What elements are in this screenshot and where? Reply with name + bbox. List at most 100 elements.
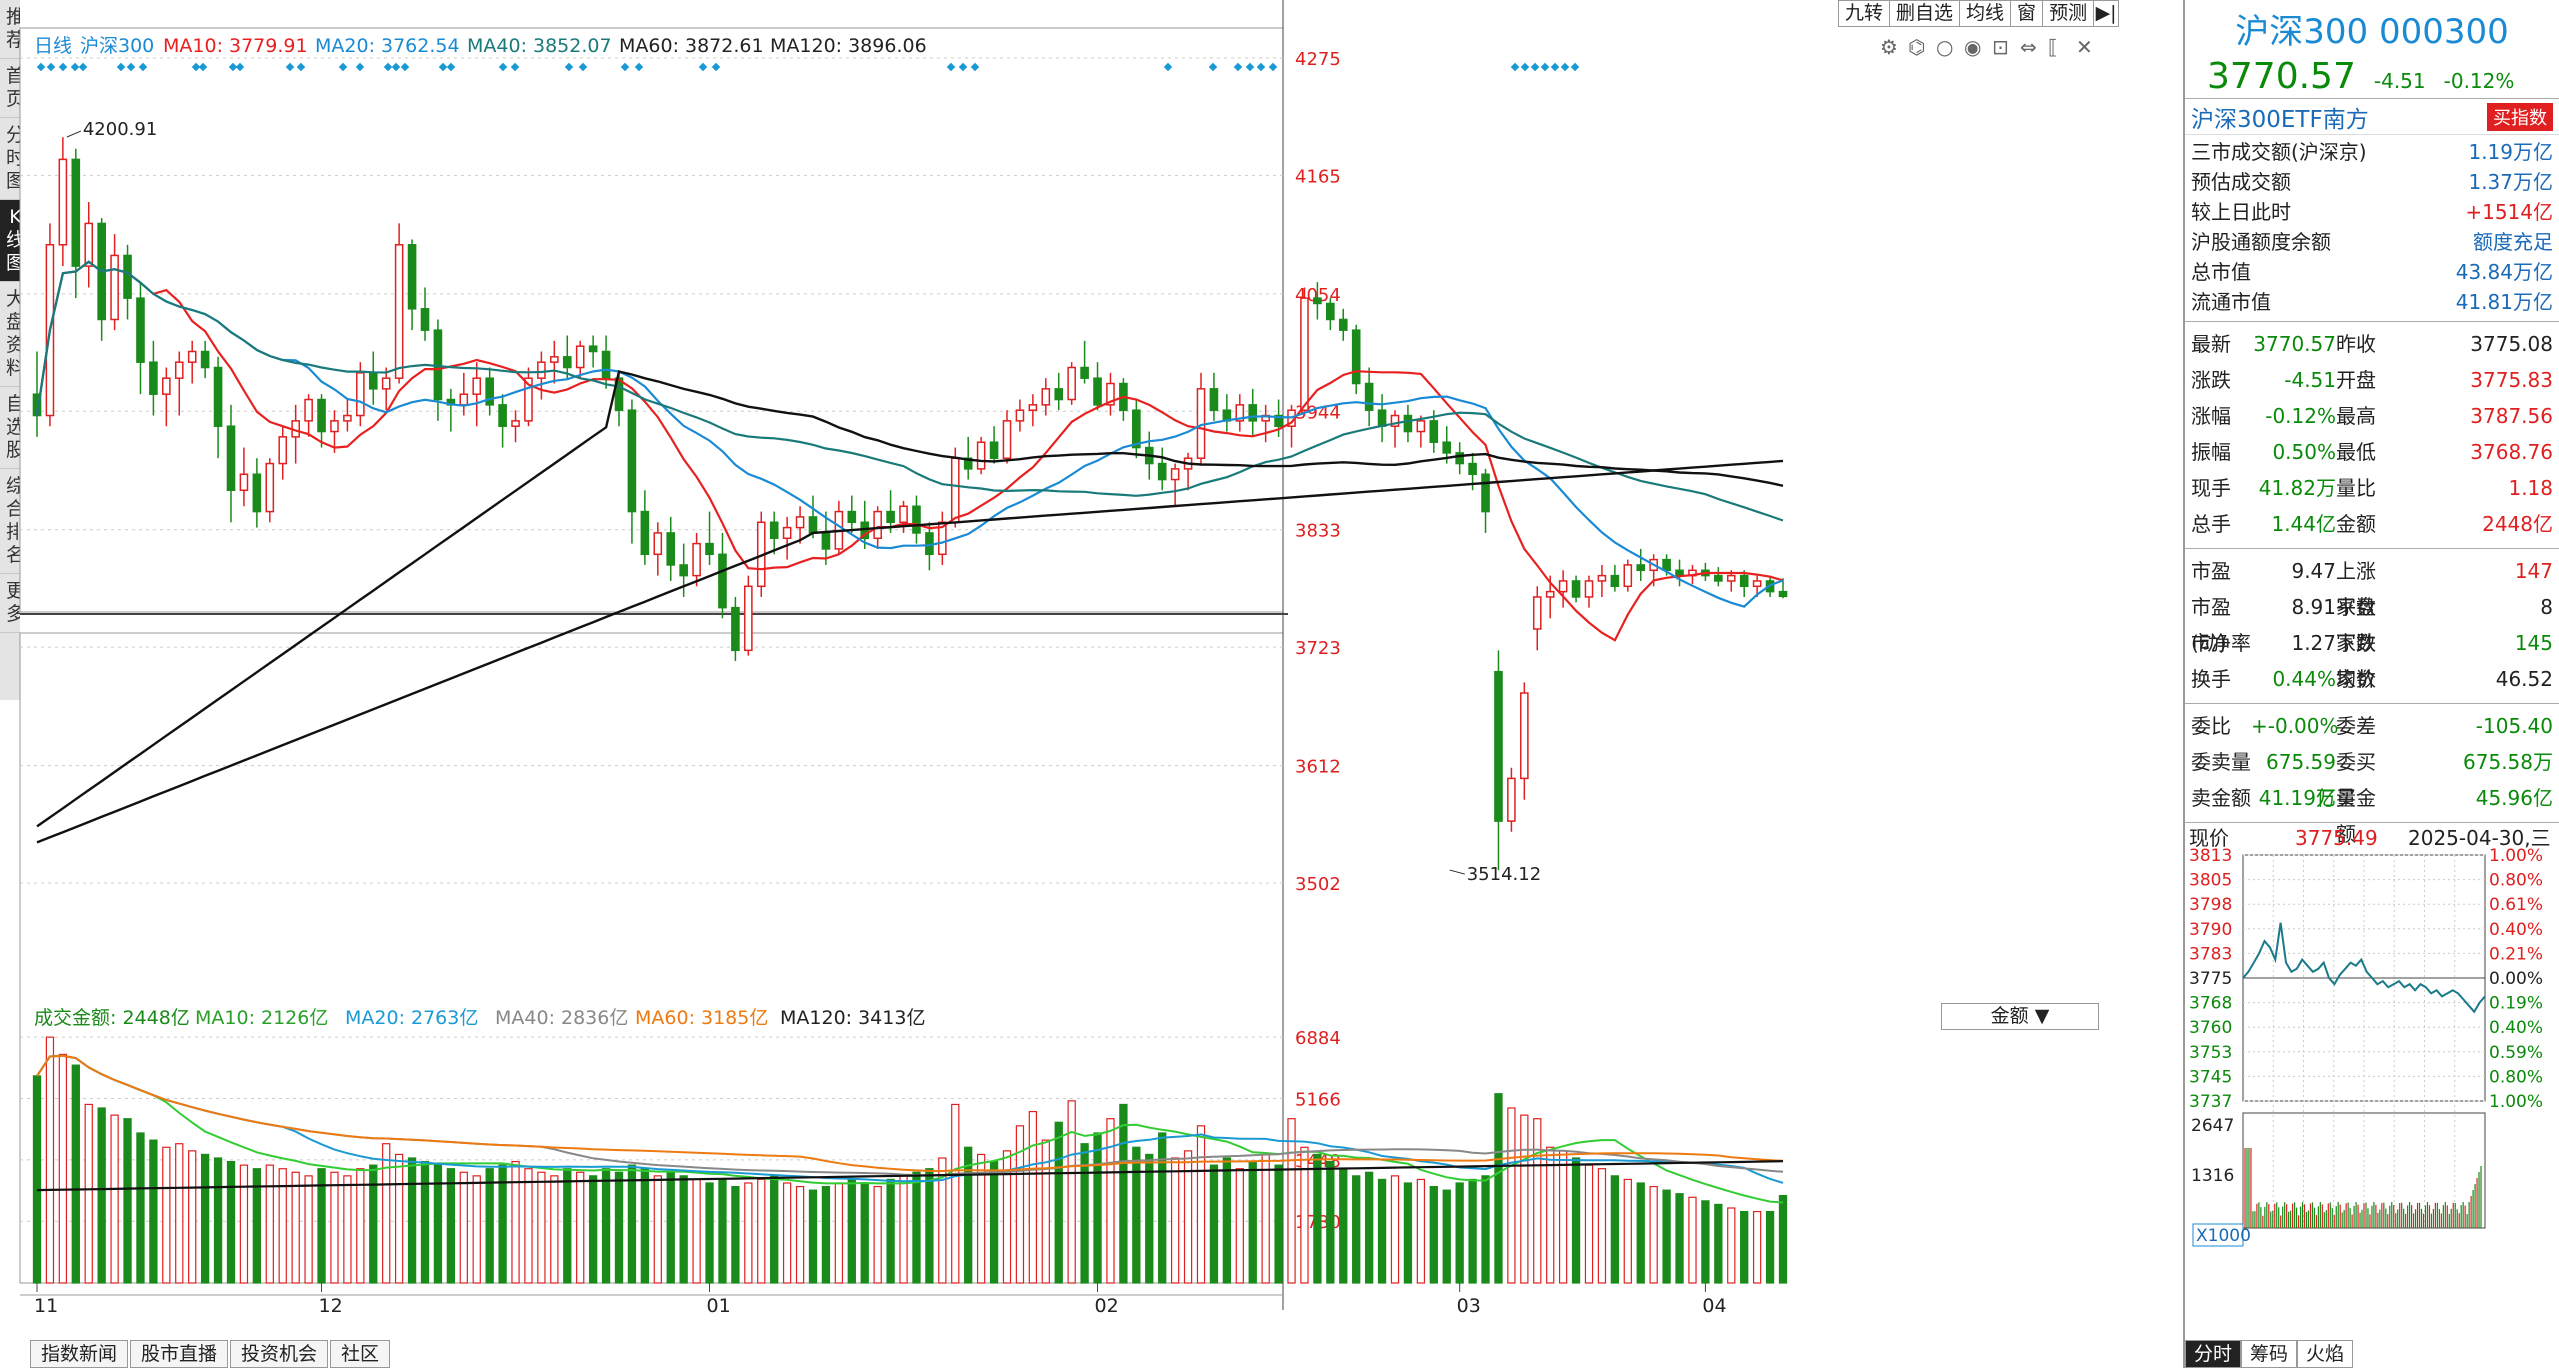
market-row: 流通市值 41.81万亿 (2185, 285, 2559, 315)
volume-bar (1313, 1153, 1322, 1284)
candle (1351, 329, 1361, 385)
chart-tool-icon[interactable]: ⌬ (1908, 35, 1925, 59)
candle (213, 366, 223, 427)
stat-cell: 41.19亿 (2258, 786, 2336, 810)
volume-bar (1145, 1153, 1154, 1284)
volume-bar (1235, 1168, 1244, 1284)
candle (1726, 574, 1736, 582)
mini-tab-1[interactable]: 筹码 (2241, 1340, 2298, 1368)
volume-legend-item: MA10: 2126亿 (195, 1007, 328, 1029)
volume-bar (705, 1182, 714, 1284)
chart-tool-icon[interactable]: ◉ (1964, 35, 1981, 59)
candle (1584, 580, 1594, 598)
volume-bar (1649, 1185, 1658, 1284)
chart-tool-icon[interactable]: ⇔ (2020, 35, 2037, 59)
volume-bar (847, 1178, 856, 1284)
volume-bar (938, 1157, 947, 1284)
volume-bar (653, 1175, 662, 1284)
candle (1468, 462, 1477, 475)
volume-bar (524, 1168, 533, 1284)
candle (84, 222, 94, 267)
market-value: 1.37万亿 (2468, 169, 2553, 194)
volume-bar (1002, 1150, 1012, 1284)
market-key: 沪股通额度余额 (2191, 229, 2331, 254)
volume-bar (640, 1168, 650, 1284)
signal-marker (285, 62, 295, 72)
signal-marker (383, 62, 393, 72)
stat-cell: 0.50% (2272, 440, 2336, 464)
mini-chart-tabs: 分时 筹码 火焰 (2183, 1340, 2354, 1368)
stat-cell: -4.51 (2284, 368, 2336, 392)
volume-bar (84, 1103, 93, 1284)
candle (1106, 382, 1115, 406)
volume-axis-label: 5166 (1295, 1090, 1341, 1111)
candle (1532, 596, 1542, 630)
intraday-mini-chart[interactable]: 现价 3775.49 2025-04-30,三 3813 1.00% 3805 0.80% 3… (2185, 823, 2557, 1343)
stat-cell: 振幅 (2191, 440, 2231, 464)
mini-left-axis: 3798 (2189, 895, 2232, 915)
mini-tab-2[interactable]: 火焰 (2297, 1340, 2354, 1368)
mini-tab-0[interactable]: 分时 (2185, 1340, 2242, 1368)
month-label: 01 (707, 1295, 731, 1317)
tool-2[interactable]: 均线 (1959, 0, 2011, 27)
tool-0[interactable]: 九转 (1838, 0, 1890, 27)
signal-marker (1560, 62, 1570, 72)
bottom-tab-0[interactable]: 指数新闻 (30, 1340, 129, 1368)
mini-multiplier[interactable]: X1000 (2196, 1226, 2251, 1246)
chart-tool-icon[interactable]: ✕ (2076, 35, 2093, 59)
volume-bar (304, 1175, 313, 1284)
volume-bar (239, 1164, 249, 1284)
candle (149, 361, 158, 395)
bottom-tab-3[interactable]: 社区 (330, 1340, 391, 1368)
mini-right-axis: 0.59% (2489, 1043, 2543, 1063)
stat-cell: 3770.57 (2253, 332, 2336, 356)
chart-tool-icon[interactable]: ○ (1936, 35, 1953, 59)
chart-tool-icon[interactable]: ⟦ (2048, 35, 2058, 59)
volume-bar (97, 1107, 106, 1284)
candle (1209, 388, 1219, 411)
volume-bar (45, 1036, 55, 1284)
chart-tool-icon[interactable]: ⊡ (1992, 35, 2009, 59)
tool-3[interactable]: 窗 (2010, 0, 2043, 27)
stat-cell: 675.59万 (2266, 750, 2336, 810)
tool-4[interactable]: 预测 (2042, 0, 2094, 27)
mini-left-axis: 3760 (2189, 1018, 2232, 1038)
candle (368, 372, 378, 390)
volume-bar (1675, 1193, 1684, 1284)
stat-cell: 最高 (2336, 404, 2376, 428)
volume-bar (175, 1143, 184, 1284)
volume-bar (291, 1171, 300, 1284)
bottom-tab-2[interactable]: 投资机会 (230, 1340, 329, 1368)
bottom-tab-1[interactable]: 股市直播 (130, 1340, 229, 1368)
volume-bar (1701, 1200, 1710, 1284)
volume-bar (1752, 1210, 1762, 1284)
legend-item: MA40: 3852.07 (467, 35, 612, 57)
signal-marker (1530, 62, 1540, 72)
candle (808, 516, 818, 534)
volume-bar (782, 1182, 792, 1284)
candle (601, 350, 611, 379)
quote-title: 沪深300 000300 (2235, 11, 2509, 52)
candle (899, 505, 908, 524)
tool-5[interactable]: ▶| (2093, 0, 2120, 27)
buy-index-button[interactable]: 买指数 (2487, 102, 2553, 131)
market-key: 总市值 (2191, 259, 2251, 284)
volume-bar (627, 1164, 637, 1284)
volume-bar (1571, 1157, 1581, 1284)
vma120-line (36, 1160, 1784, 1192)
mini-left-axis: 3737 (2189, 1092, 2232, 1112)
chart-tool-icon[interactable]: ⚙ (1880, 35, 1898, 59)
tool-1[interactable]: 删自选 (1889, 0, 1960, 27)
candle (162, 377, 171, 395)
candle (1235, 404, 1245, 422)
etf-link[interactable]: 沪深300ETF南方 (2191, 106, 2369, 133)
bottom-tabs: 指数新闻 股市直播 投资机会 社区 (30, 1340, 392, 1368)
candle (1623, 564, 1633, 588)
market-value: 41.81万亿 (2455, 289, 2553, 314)
volume-bar (808, 1189, 818, 1284)
signal-marker (391, 62, 401, 72)
mini-left-axis: 3753 (2189, 1043, 2232, 1063)
volume-metric-select[interactable]: 金额 ▼ (1941, 1003, 2099, 1030)
volume-legend-item: MA20: 2763亿 (345, 1007, 478, 1029)
